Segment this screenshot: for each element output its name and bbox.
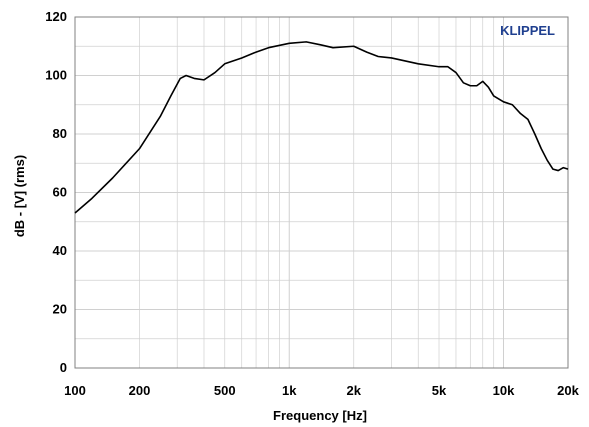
y-tick-label: 40 — [53, 243, 67, 258]
x-tick-label: 5k — [432, 383, 447, 398]
x-tick-label: 20k — [557, 383, 579, 398]
x-axis-ticks: 100 200 500 1k 2k 5k 10k 20k — [64, 383, 579, 398]
x-tick-label: 10k — [493, 383, 515, 398]
y-tick-label: 20 — [53, 302, 67, 317]
grid — [74, 16, 569, 369]
y-tick-label: 80 — [53, 126, 67, 141]
x-tick-label: 200 — [129, 383, 151, 398]
y-axis-ticks: 0 20 40 60 80 100 120 — [45, 9, 67, 375]
x-tick-label: 500 — [214, 383, 236, 398]
plot-area — [74, 16, 569, 369]
x-tick-label: 2k — [347, 383, 362, 398]
y-tick-label: 120 — [45, 9, 67, 24]
y-axis-title: dB - [V] (rms) — [12, 155, 27, 237]
x-axis-title: Frequency [Hz] — [273, 408, 367, 423]
x-tick-label: 100 — [64, 383, 86, 398]
x-tick-label: 1k — [282, 383, 297, 398]
series-line-response — [74, 41, 569, 214]
brand-label-klippel: KLIPPEL — [500, 23, 555, 38]
y-tick-label: 0 — [60, 360, 67, 375]
y-tick-label: 60 — [53, 185, 67, 200]
y-tick-label: 100 — [45, 68, 67, 83]
